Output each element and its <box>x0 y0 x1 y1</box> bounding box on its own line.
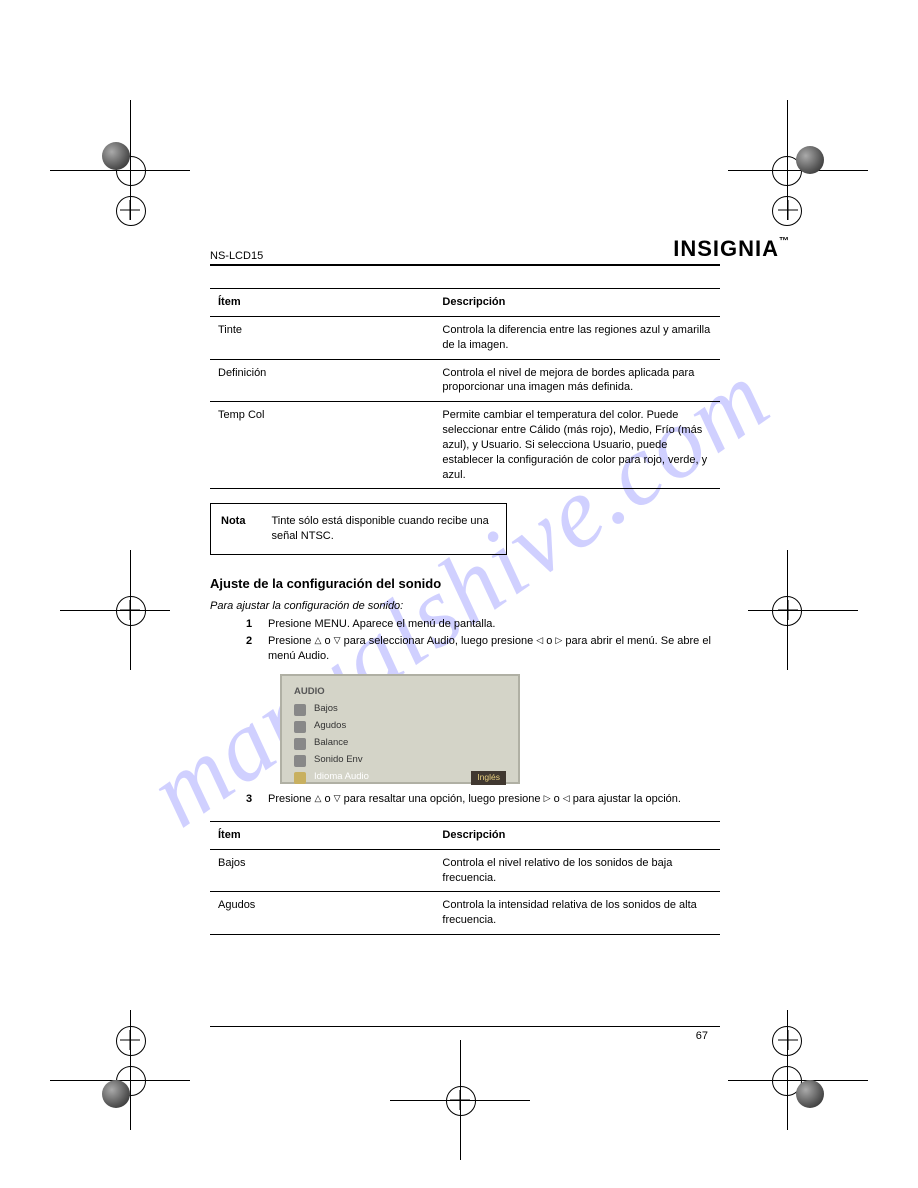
step-fragment: para ajustar la opción. <box>570 793 681 805</box>
osd-label: Balance <box>314 737 348 750</box>
page: manualshive.com <box>0 0 918 1188</box>
table-cell-desc: Controla la intensidad relativa de los s… <box>434 892 720 935</box>
table-cell-item: Tinte <box>210 316 434 359</box>
step-fragment: o <box>321 793 333 805</box>
table-row: Agudos Controla la intensidad relativa d… <box>210 892 720 935</box>
table-row: Bajos Controla el nivel relativo de los … <box>210 849 720 892</box>
osd-label: Idioma Audio <box>314 771 369 784</box>
osd-icon <box>294 704 306 716</box>
table-header-item: Ítem <box>210 821 434 849</box>
osd-label: Bajos <box>314 703 338 716</box>
step-text: Presione MENU. Aparece el menú de pantal… <box>268 617 495 632</box>
section-title: Ajuste de la configuración del sonido <box>210 575 720 593</box>
step-fragment: o <box>321 635 333 647</box>
table-header-item: Ítem <box>210 289 434 317</box>
step-item: 3 Presione △ o ▽ para resaltar una opció… <box>246 792 720 807</box>
table-head-row: Ítem Descripción <box>210 821 720 849</box>
down-triangle-icon: ▽ <box>334 634 341 646</box>
osd-title: AUDIO <box>294 686 506 699</box>
table-cell-item: Temp Col <box>210 402 434 489</box>
step-fragment: o <box>551 793 563 805</box>
osd-icon <box>294 721 306 733</box>
table-row: Definición Controla el nivel de mejora d… <box>210 359 720 402</box>
table-header-desc: Descripción <box>434 821 720 849</box>
table-cell-item: Agudos <box>210 892 434 935</box>
table-cell-item: Bajos <box>210 849 434 892</box>
footer-rule <box>210 1026 720 1027</box>
osd-value: Inglés <box>471 771 506 784</box>
right-triangle-icon: ▷ <box>544 792 551 804</box>
table-cell-desc: Controla la diferencia entre las regione… <box>434 316 720 359</box>
image-settings-table: Ítem Descripción Tinte Controla la difer… <box>210 288 720 489</box>
steps-list-continued: 3 Presione △ o ▽ para resaltar una opció… <box>210 792 720 807</box>
table-cell-desc: Controla el nivel relativo de los sonido… <box>434 849 720 892</box>
osd-row: Balance <box>294 736 506 752</box>
note-label: Nota <box>221 514 257 529</box>
osd-menu-screenshot: AUDIO Bajos Agudos Balance Sonido Env Id… <box>280 674 520 784</box>
trademark-icon: ™ <box>779 236 790 247</box>
osd-row: Agudos <box>294 719 506 735</box>
step-text: Presione △ o ▽ para seleccionar Audio, l… <box>268 634 720 664</box>
audio-settings-table: Ítem Descripción Bajos Controla el nivel… <box>210 821 720 935</box>
section-intro: Para ajustar la configuración de sonido: <box>210 599 720 614</box>
osd-row-active: Idioma Audio Inglés <box>294 770 506 786</box>
osd-row: Bajos <box>294 702 506 718</box>
step-number: 2 <box>246 634 260 664</box>
table-header-desc: Descripción <box>434 289 720 317</box>
left-triangle-icon: ◁ <box>563 792 570 804</box>
osd-icon <box>294 772 306 784</box>
step-fragment: Presione <box>268 635 314 647</box>
step-text: Presione △ o ▽ para resaltar una opción,… <box>268 792 681 807</box>
osd-row: Sonido Env <box>294 753 506 769</box>
down-triangle-icon: ▽ <box>334 792 341 804</box>
table-row: Temp Col Permite cambiar el temperatura … <box>210 402 720 489</box>
page-content: Ítem Descripción Tinte Controla la difer… <box>210 288 720 935</box>
note-box: Nota Tinte sólo está disponible cuando r… <box>210 503 507 555</box>
osd-icon <box>294 755 306 767</box>
note-text: Tinte sólo está disponible cuando recibe… <box>271 514 496 544</box>
step-fragment: para seleccionar Audio, luego presione <box>341 635 537 647</box>
header-rule <box>210 264 720 266</box>
step-fragment: o <box>543 635 555 647</box>
table-row: Tinte Controla la diferencia entre las r… <box>210 316 720 359</box>
step-item: 1 Presione MENU. Aparece el menú de pant… <box>246 617 720 632</box>
model-number: NS-LCD15 <box>210 250 263 262</box>
step-item: 2 Presione △ o ▽ para seleccionar Audio,… <box>246 634 720 664</box>
table-cell-desc: Permite cambiar el temperatura del color… <box>434 402 720 489</box>
page-number: 67 <box>696 1030 708 1042</box>
step-number: 1 <box>246 617 260 632</box>
step-fragment: Presione <box>268 793 314 805</box>
steps-list: 1 Presione MENU. Aparece el menú de pant… <box>210 617 720 665</box>
osd-label: Agudos <box>314 720 346 733</box>
osd-icon <box>294 738 306 750</box>
brand-logo: INSIGNIA™ <box>673 236 790 262</box>
osd-label: Sonido Env <box>314 754 363 767</box>
step-number: 3 <box>246 792 260 807</box>
step-fragment: para resaltar una opción, luego presione <box>341 793 544 805</box>
brand-text: INSIGNIA <box>673 236 779 261</box>
table-cell-item: Definición <box>210 359 434 402</box>
table-head-row: Ítem Descripción <box>210 289 720 317</box>
table-cell-desc: Controla el nivel de mejora de bordes ap… <box>434 359 720 402</box>
